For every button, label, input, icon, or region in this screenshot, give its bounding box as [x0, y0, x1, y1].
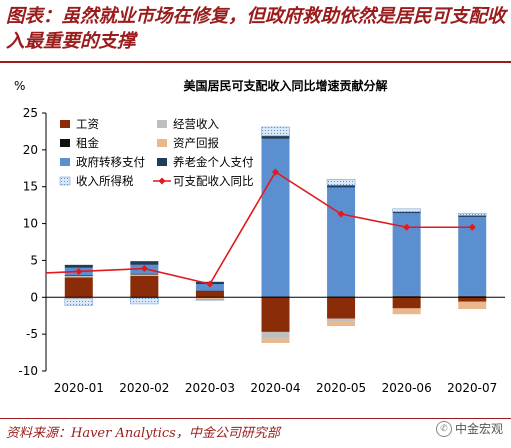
bar-segment — [195, 290, 224, 292]
legend-swatch — [60, 120, 70, 128]
bar-segment — [64, 298, 94, 306]
bar-segment — [195, 298, 224, 300]
title-divider — [0, 61, 511, 63]
bar-segment — [458, 301, 487, 310]
line-point — [140, 265, 148, 273]
legend-swatch — [60, 139, 70, 147]
legend-swatch — [60, 158, 70, 166]
bar-segment — [64, 264, 93, 268]
watermark-label: 中金宏观 — [454, 422, 503, 436]
legend-label: 可支配收入同比 — [173, 174, 254, 188]
line-point — [206, 280, 214, 288]
bar-segment — [327, 297, 356, 319]
x-tick-label: 2020-06 — [382, 381, 432, 395]
legend-label: 资产回报 — [173, 136, 219, 150]
x-tick-label: 2020-03 — [185, 381, 235, 395]
legend-swatch — [157, 120, 167, 128]
y-tick-label: 15 — [23, 180, 38, 194]
bar-segment — [327, 318, 356, 322]
bar-segment — [195, 299, 225, 301]
legend-label: 政府转移支付 — [76, 155, 145, 169]
bar-segment — [64, 277, 93, 298]
bar-segment — [392, 308, 421, 315]
bar-segment — [64, 275, 93, 276]
bar-segment — [64, 275, 93, 278]
chart-title: 美国居民可支配收入同比增速贡献分解 — [183, 78, 387, 93]
line-point — [272, 168, 279, 176]
x-tick-label: 2020-07 — [447, 381, 497, 395]
legend-label: 工资 — [76, 117, 99, 131]
bar-segment — [392, 297, 421, 309]
bar-segment — [261, 338, 290, 343]
bar-segment — [458, 295, 487, 297]
bar-segment — [130, 274, 159, 276]
x-tick-label: 2020-04 — [250, 381, 300, 395]
x-tick-label: 2020-05 — [316, 381, 366, 395]
source-note: 资料来源：Haver Analytics，中金公司研究部 — [6, 426, 280, 441]
bar-segment — [64, 297, 93, 299]
legend-label: 租金 — [76, 136, 99, 150]
y-tick-label: 5 — [30, 253, 38, 267]
page-title: 图表：虽然就业市场在修复，但政府救助依然是居民可支配收入最重要的支撑 — [6, 6, 506, 52]
y-tick-label: -5 — [26, 327, 38, 341]
bar-segment — [392, 211, 421, 214]
bar-segment — [457, 212, 487, 216]
bar-segment — [327, 321, 356, 327]
line-point — [337, 210, 345, 218]
x-tick-label: 2020-02 — [119, 381, 169, 395]
y-tick-label: -10 — [18, 364, 38, 378]
bar-segment — [261, 135, 290, 139]
legend-swatch — [59, 176, 71, 186]
bar-segment — [327, 187, 356, 297]
x-tick-label: 2020-01 — [54, 381, 104, 395]
bar-segment — [392, 208, 421, 213]
bar-segment — [326, 179, 356, 186]
bar-segment — [130, 273, 159, 275]
y-tick-label: 20 — [23, 143, 38, 157]
legend-swatch — [157, 158, 167, 166]
legend-swatch — [157, 139, 167, 147]
bar-segment — [392, 295, 421, 297]
bar-segment — [458, 215, 487, 217]
bar-segment — [195, 291, 224, 298]
line-point — [468, 223, 476, 231]
bar-segment — [261, 297, 290, 332]
legend-label: 收入所得税 — [76, 174, 134, 188]
line-point — [403, 223, 411, 231]
bar-segment — [261, 331, 290, 339]
legend-label: 养老金个人支付 — [173, 155, 254, 169]
wechat-icon: ✆ — [435, 420, 452, 437]
bar-segment — [327, 185, 356, 188]
footer-divider — [0, 418, 511, 419]
y-tick-label: 10 — [23, 217, 38, 231]
bar-segment — [458, 297, 487, 302]
bar-segment — [130, 297, 159, 305]
bar-segment — [130, 261, 159, 265]
line-point — [75, 267, 83, 275]
bar-segment — [261, 126, 290, 137]
y-tick-label: 25 — [23, 106, 38, 120]
disposable-income-line — [45, 170, 473, 285]
bar-segment — [261, 138, 290, 297]
y-tick-label: 0 — [30, 290, 38, 304]
legend-label: 经营收入 — [173, 117, 219, 131]
y-axis-unit: % — [14, 79, 25, 93]
bar-segment — [130, 275, 159, 298]
legend-marker — [158, 177, 166, 185]
watermark: ✆ 中金宏观 — [435, 420, 503, 437]
